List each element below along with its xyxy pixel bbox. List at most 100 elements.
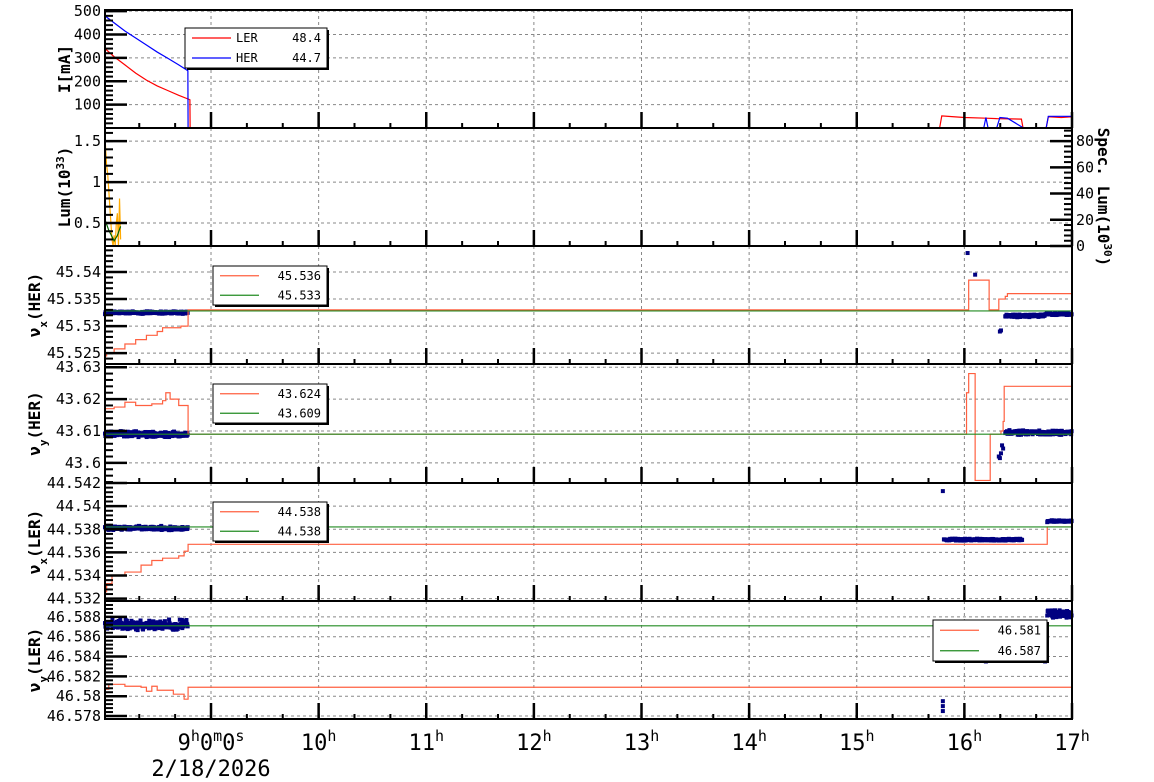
y-tick-label: 45.525 (47, 344, 101, 362)
series-line-spec-lum (104, 219, 122, 242)
y-axis-label-part: ν (25, 683, 44, 693)
scatter-point (141, 433, 146, 438)
scatter-point (172, 430, 177, 435)
scatter-point (146, 626, 151, 631)
scatter-point (151, 619, 156, 624)
x-tick-label-part: 11 (408, 731, 435, 756)
right-tick-label: 0 (1076, 237, 1085, 255)
right-tick-label: 40 (1076, 185, 1094, 203)
axes: 100200300400500I[mA]0.511.5Lum(1033)0204… (25, 2, 1115, 756)
scatter-point (144, 435, 149, 440)
x-tick-label: 14h (731, 727, 767, 756)
scatter-point (998, 328, 1003, 333)
y-axis-label-part: x (37, 558, 50, 565)
right-axis-label-part: Spec. Lum(10 (1094, 128, 1113, 244)
y-tick-label: 200 (74, 72, 101, 90)
scatter-point (133, 620, 138, 625)
x-tick-label-part: 17 (1054, 731, 1081, 756)
series-line-set (105, 372, 1072, 482)
y-axis-label-part: y (37, 676, 50, 683)
legend-box (932, 619, 1048, 662)
scatter-point (1000, 443, 1005, 448)
right-axis-label-part: ) (1094, 257, 1113, 267)
legend-box (212, 501, 328, 542)
x-tick-label-part: h (758, 727, 767, 745)
scatter-point (153, 626, 158, 631)
y-axis-label: νx(LER) (25, 510, 50, 574)
scatter-point (1059, 432, 1064, 437)
scatter-point (1053, 428, 1058, 433)
scatter-point (1001, 446, 1006, 451)
y-tick-label: 45.54 (56, 263, 101, 281)
y-tick-label: 46.58 (56, 687, 101, 705)
y-tick-label: 1 (92, 173, 101, 191)
scatter-point (138, 618, 143, 623)
scatter-point (119, 620, 124, 625)
x-tick-label-part: 13 (624, 731, 651, 756)
scatter-point (162, 619, 167, 624)
y-tick-label: 300 (74, 49, 101, 67)
x-tick-label-part: 0 (200, 731, 213, 756)
scatter-point (124, 618, 129, 623)
legend-value: 43.609 (278, 406, 321, 420)
legend-box (184, 27, 328, 69)
scatter-point (965, 251, 970, 256)
scatter-point (128, 430, 133, 435)
y-axis-label-part: ) (55, 147, 74, 157)
y-axis-label-part: y (37, 439, 50, 446)
scatter-point (171, 627, 176, 632)
scatter-point (118, 617, 123, 622)
y-axis-label-part: 33 (54, 156, 67, 169)
x-tick-label-part: 14 (731, 731, 758, 756)
x-tick-label: 9h0m0s (178, 727, 245, 756)
legend-name: LER (236, 31, 258, 45)
x-tick-label-part: h (1081, 727, 1090, 745)
x-tick-label: 17h (1054, 727, 1090, 756)
panel-frame (104, 600, 1073, 720)
y-tick-label: 100 (74, 96, 101, 114)
y-tick-label: 46.582 (47, 667, 101, 685)
x-tick-label-part: h (650, 727, 659, 745)
y-tick-label: 44.532 (47, 590, 101, 608)
y-tick-label: 44.536 (47, 543, 101, 561)
x-tick-label-part: 9 (178, 731, 191, 756)
x-tick-label-part: h (973, 727, 982, 745)
x-tick-label-part: 16 (947, 731, 974, 756)
legend-value: 45.533 (278, 288, 321, 302)
right-tick-label: 80 (1076, 132, 1094, 150)
x-tick-label-part: m (213, 727, 222, 745)
y-axis-label-part: ν (25, 565, 44, 575)
y-axis-label: νy(LER) (25, 628, 50, 692)
x-tick-label-part: h (191, 727, 200, 745)
x-tick-label-part: 15 (839, 731, 866, 756)
y-axis-label-part: Lum(10 (55, 170, 74, 228)
scatter-point (172, 624, 177, 629)
series-line-set (105, 683, 1072, 700)
y-tick-label: 43.62 (56, 390, 101, 408)
y-axis-label: νx(HER) (25, 273, 50, 337)
y-tick-label: 46.586 (47, 628, 101, 646)
y-tick-label: 46.584 (47, 648, 101, 666)
right-axis-label-part: 30 (1102, 243, 1115, 256)
legend-value: 48.4 (292, 31, 321, 45)
x-tick-label-part: h (543, 727, 552, 745)
x-tick-label-part: h (327, 727, 336, 745)
y-tick-label: 45.535 (47, 290, 101, 308)
y-tick-label: 44.54 (56, 497, 101, 515)
scatter-point (110, 617, 115, 622)
scatter-point (131, 620, 136, 625)
series-line-set (105, 279, 1072, 357)
scatter-point (1020, 537, 1025, 542)
scatter-point (125, 627, 130, 632)
panel-frame (104, 127, 1073, 247)
y-axis-label-part: ν (25, 446, 44, 456)
y-axis-label: νy(HER) (25, 391, 50, 455)
right-tick-label: 20 (1076, 211, 1094, 229)
scatter-point (1049, 608, 1054, 613)
scatter-point (159, 523, 164, 528)
scatter-point (997, 456, 1002, 461)
scatter-point (160, 626, 165, 631)
right-axis-label: Spec. Lum(1030) (1094, 128, 1115, 266)
legend-box (212, 265, 328, 306)
x-tick-label-part: h (865, 727, 874, 745)
